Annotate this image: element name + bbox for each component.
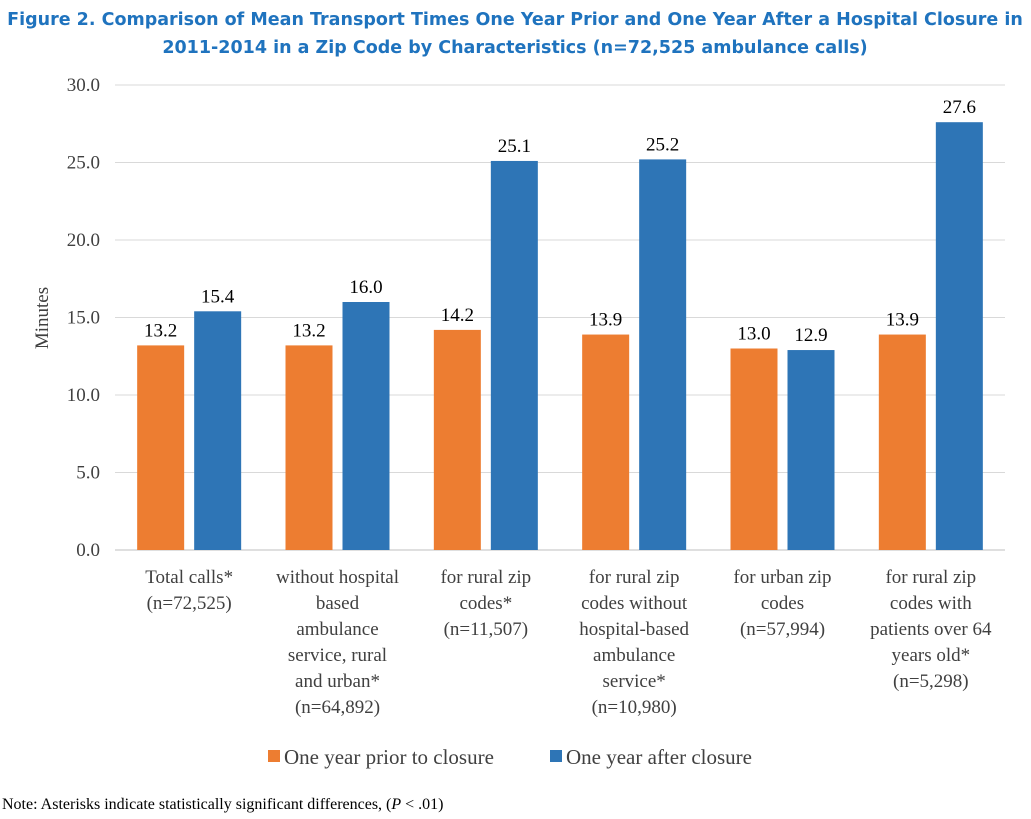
data-label: 13.2 bbox=[144, 320, 177, 341]
bar bbox=[194, 311, 242, 550]
data-label: 13.0 bbox=[737, 324, 770, 345]
y-axis-label: Minutes bbox=[32, 287, 53, 349]
chart-title-line-1: Figure 2. Comparison of Mean Transport T… bbox=[7, 10, 1023, 30]
bars: 13.2 15.4 13.2 16.0 14.2 25.1 13.9 25.2 13.0 12.9… bbox=[137, 97, 983, 550]
category-label: without hospital bbox=[276, 567, 399, 588]
category-label: (n=10,980) bbox=[592, 697, 677, 718]
data-label: 12.9 bbox=[794, 325, 827, 346]
bar bbox=[433, 329, 481, 550]
category-labels: Total calls* (n=72,525) without hospital ba… bbox=[145, 567, 992, 718]
y-axis-ticks: 0.0 5.0 10.0 15.0 20.0 25.0 30.0 bbox=[67, 75, 100, 561]
data-label: 15.4 bbox=[201, 286, 235, 307]
data-label: 27.6 bbox=[943, 97, 976, 118]
y-tick-label: 5.0 bbox=[76, 463, 100, 484]
legend: One year prior to closure One year after … bbox=[268, 745, 752, 769]
legend-label: One year prior to closure bbox=[284, 745, 494, 769]
y-tick-label: 30.0 bbox=[67, 75, 100, 96]
bar bbox=[490, 160, 538, 550]
data-label: 25.2 bbox=[646, 134, 679, 155]
y-tick-label: 10.0 bbox=[67, 385, 100, 406]
category-label: codes bbox=[761, 593, 804, 614]
category-label: (n=72,525) bbox=[147, 593, 232, 614]
category-label: (n=57,994) bbox=[740, 619, 825, 640]
data-label: 14.2 bbox=[441, 305, 474, 326]
category-label: codes without bbox=[581, 593, 688, 614]
bar bbox=[137, 345, 185, 550]
category-label: years old* bbox=[892, 645, 971, 666]
legend-label: One year after closure bbox=[566, 745, 752, 769]
bar bbox=[582, 334, 630, 550]
gridlines bbox=[115, 84, 1005, 551]
category-label: based bbox=[316, 593, 360, 614]
bar bbox=[787, 350, 835, 550]
category-label: for urban zip bbox=[733, 567, 831, 588]
y-tick-label: 20.0 bbox=[67, 230, 100, 251]
data-label: 16.0 bbox=[349, 277, 382, 298]
category-label: patients over 64 bbox=[870, 619, 992, 640]
y-tick-label: 25.0 bbox=[67, 153, 100, 174]
data-label: 13.9 bbox=[589, 310, 622, 331]
category-label: hospital-based bbox=[579, 619, 689, 640]
footnote: Note: Asterisks indicate statistically s… bbox=[2, 796, 444, 813]
category-label: service, rural bbox=[288, 645, 387, 666]
category-label: service* bbox=[603, 671, 666, 692]
bar bbox=[285, 345, 333, 550]
y-tick-label: 0.0 bbox=[76, 540, 100, 561]
data-label: 25.1 bbox=[498, 136, 531, 157]
category-label: (n=5,298) bbox=[893, 671, 969, 692]
legend-swatch bbox=[550, 750, 562, 762]
chart-title-line-2: 2011-2014 in a Zip Code by Characteristi… bbox=[162, 38, 867, 58]
category-label: ambulance bbox=[296, 619, 378, 640]
bar bbox=[935, 122, 983, 550]
category-label: for rural zip bbox=[885, 567, 976, 588]
category-label: codes* bbox=[459, 593, 512, 614]
legend-swatch bbox=[268, 750, 280, 762]
category-label: and urban* bbox=[295, 671, 380, 692]
category-label: (n=11,507) bbox=[444, 619, 528, 640]
bar bbox=[342, 302, 390, 550]
data-label: 13.9 bbox=[886, 310, 919, 331]
category-label: codes with bbox=[890, 593, 972, 614]
category-label: for rural zip bbox=[440, 567, 531, 588]
y-tick-label: 15.0 bbox=[67, 308, 100, 329]
bar bbox=[878, 334, 926, 550]
bar bbox=[639, 159, 687, 550]
category-label: for rural zip bbox=[589, 567, 680, 588]
category-label: ambulance bbox=[593, 645, 675, 666]
bar bbox=[730, 348, 778, 550]
category-label: (n=64,892) bbox=[295, 697, 380, 718]
category-label: Total calls* bbox=[145, 567, 233, 588]
data-label: 13.2 bbox=[292, 320, 325, 341]
